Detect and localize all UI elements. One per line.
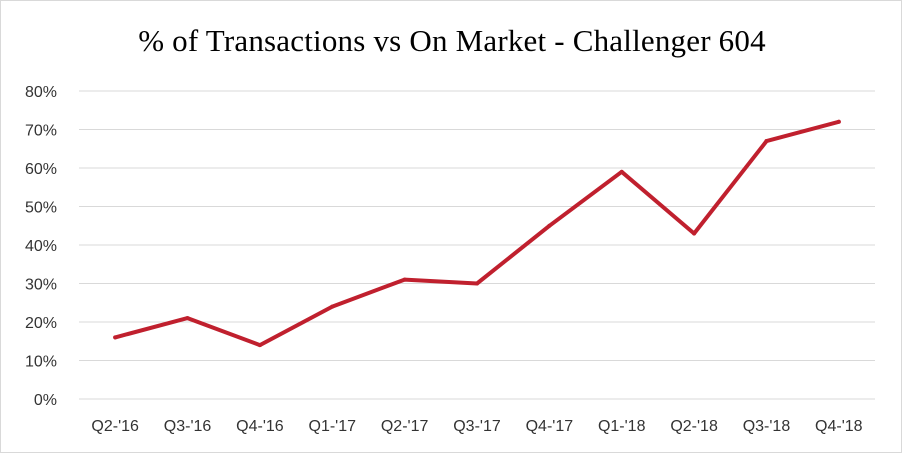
data-point xyxy=(836,119,841,124)
x-tick-label: Q2-'18 xyxy=(670,418,718,435)
y-tick-label: 60% xyxy=(25,161,57,178)
series-line xyxy=(113,119,841,348)
x-tick-label: Q4-'16 xyxy=(236,418,284,435)
x-tick-label: Q3-'17 xyxy=(453,418,501,435)
y-tick-label: 20% xyxy=(25,315,57,332)
y-tick-label: 0% xyxy=(34,392,57,409)
y-tick-label: 30% xyxy=(25,277,57,294)
y-tick-label: 10% xyxy=(25,354,57,371)
data-point xyxy=(692,231,697,236)
x-axis-ticks: Q2-'16 Q3-'16 Q4-'16 Q1-'17 Q2-'17 Q3-'17 Q4-'… xyxy=(91,418,862,435)
x-tick-label: Q4-'18 xyxy=(815,418,863,435)
data-point xyxy=(764,139,769,144)
data-point xyxy=(185,316,190,321)
x-tick-label: Q3-'16 xyxy=(164,418,212,435)
data-point xyxy=(330,304,335,309)
x-tick-label: Q1-'18 xyxy=(598,418,646,435)
data-point xyxy=(257,343,262,348)
data-point xyxy=(547,223,552,228)
y-tick-label: 40% xyxy=(25,238,57,255)
data-point xyxy=(402,277,407,282)
x-tick-label: Q4-'17 xyxy=(526,418,574,435)
chart-title: % of Transactions vs On Market - Challen… xyxy=(138,23,766,58)
x-tick-label: Q2-'17 xyxy=(381,418,429,435)
y-axis-ticks: 0% 10% 20% 30% 40% 50% 60% 70% 80% xyxy=(25,84,57,409)
data-point xyxy=(113,335,118,340)
y-tick-label: 80% xyxy=(25,84,57,101)
x-tick-label: Q3-'18 xyxy=(743,418,791,435)
x-tick-label: Q2-'16 xyxy=(91,418,139,435)
gridlines xyxy=(79,90,875,400)
x-tick-label: Q1-'17 xyxy=(309,418,357,435)
data-point xyxy=(619,169,624,174)
y-tick-label: 50% xyxy=(25,200,57,217)
data-point xyxy=(475,281,479,286)
series-layer xyxy=(113,119,841,348)
y-tick-label: 70% xyxy=(25,123,57,140)
